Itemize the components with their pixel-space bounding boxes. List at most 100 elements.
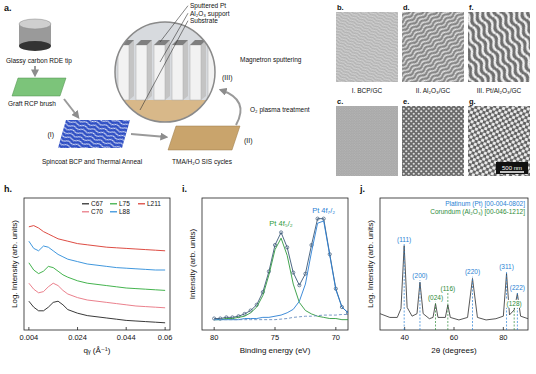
legend-swatch: [82, 203, 89, 204]
pillar-top: [172, 40, 188, 45]
x-tick-label: 75: [271, 333, 279, 342]
plot-labels: C67C70L75L88L211: [82, 200, 161, 215]
sem-image: [468, 106, 530, 176]
label-patch: [464, 268, 480, 276]
x-tick-label: 0.06: [158, 333, 173, 342]
x-tick-label: 80: [499, 333, 507, 342]
legend-label: C70: [91, 208, 103, 215]
x-tick: [503, 327, 504, 330]
plot-data: [213, 217, 348, 320]
legend-label: Corundum (Al₂O₃) [00-046-1212]: [430, 208, 525, 216]
panel-label: a.: [4, 3, 12, 13]
sem-image: [468, 12, 530, 82]
series-line: [29, 301, 165, 323]
callout-label: Substrate: [190, 17, 218, 24]
plot-frame: [380, 198, 528, 330]
series-line: [29, 283, 165, 308]
legend-swatch: [110, 203, 117, 204]
step-label: TMA/H₂O SIS cycles: [172, 158, 233, 166]
plot-frame: [202, 198, 348, 330]
step-label: Magnetron sputtering: [240, 56, 302, 64]
x-tick-label: 70: [332, 333, 340, 342]
pillar-front: [208, 45, 219, 100]
panel-label: j.: [359, 184, 365, 194]
scale-bar-patch: [496, 162, 528, 174]
data-point: [322, 217, 325, 220]
series-line: [29, 241, 165, 270]
y-axis-title: Log. Intensity (arb. units): [366, 220, 375, 308]
callout-line: [140, 21, 188, 110]
zoom-outline: [115, 22, 215, 122]
step-number: (III): [222, 74, 233, 82]
peak-label: (311): [499, 263, 514, 271]
schematic: a.Sputtered PtAl₂O₃ supportSubstrateGlas…: [4, 2, 310, 166]
data-point: [286, 246, 289, 249]
reference-line: [404, 244, 405, 330]
callout-line: [160, 13, 188, 62]
plot-data: [29, 226, 165, 323]
peak-label: (024): [428, 294, 443, 302]
series-line: [380, 246, 528, 320]
step-label: Graft RCP brush: [8, 100, 56, 107]
legend-label: L211: [147, 200, 161, 207]
pillar-front: [154, 45, 165, 100]
callout-line: [160, 6, 188, 42]
x-tick: [454, 327, 455, 330]
pillar-top: [136, 40, 152, 45]
series-line: [214, 221, 348, 320]
reference-line: [514, 308, 515, 330]
step-number: (I): [47, 131, 54, 139]
x-tick-label: 0.004: [19, 333, 38, 342]
pillar-top: [154, 40, 170, 45]
x-tick: [275, 327, 276, 330]
sem-image: [336, 106, 398, 176]
x-tick-label: 0.024: [68, 333, 87, 342]
step-label: Spincoat BCP and Thermal Anneal: [42, 158, 143, 166]
label-patch: [427, 294, 443, 302]
legend-label: Platinum (Pt) [00-004-0802]: [445, 200, 525, 208]
panel-label: f.: [469, 3, 474, 12]
legend-swatch: [138, 203, 145, 204]
pillar-side: [129, 40, 134, 100]
label-patch: [499, 263, 515, 271]
series-line: [214, 219, 348, 319]
legend-label: C67: [91, 200, 103, 207]
series-line: [29, 226, 165, 251]
y-axis-title: Log. Intensity (arb. units): [10, 220, 19, 308]
x-axis-title: qᵧ (Å⁻¹): [84, 346, 111, 355]
data-point: [316, 217, 319, 220]
process-arrow: [221, 90, 241, 125]
image-caption: II. Al₂O₃/GC: [416, 87, 451, 94]
legend-label: L88: [119, 208, 130, 215]
peak-label: (116): [440, 285, 455, 293]
legend-swatch: [110, 211, 117, 212]
scale-bar: [500, 171, 524, 173]
label-patch: [509, 284, 525, 292]
zoom-view: [115, 22, 224, 130]
panel-label: c.: [337, 97, 343, 106]
pillar-top: [208, 40, 224, 45]
x-tick: [335, 327, 336, 330]
x-tick-label: 40: [400, 333, 408, 342]
series-line: [29, 263, 165, 291]
pillar-side: [201, 40, 206, 100]
peak-annotation: Pt 4f₅/₂: [269, 219, 293, 228]
pillar-front: [190, 45, 201, 100]
process-arrow: [131, 134, 166, 137]
image-caption: III. Pt/Al₂O₃/GC: [477, 87, 522, 94]
data-point: [292, 271, 295, 274]
figure: a.Sputtered PtAl₂O₃ supportSubstrateGlas…: [0, 0, 536, 374]
x-axis-title: Binding energy (eV): [240, 346, 311, 355]
series-line: [214, 315, 348, 320]
y-axis-title: Intensity (arb. units): [188, 229, 197, 300]
electrode-top: [19, 19, 51, 29]
process-arrow: [34, 66, 36, 75]
chart: h.0.0040.0240.0440.06qᵧ (Å⁻¹)Log. Intens…: [4, 184, 172, 355]
peak-label: (222): [510, 284, 525, 292]
label-patch: [397, 236, 412, 244]
electrode-tip: [19, 41, 51, 51]
x-tick: [165, 327, 166, 330]
panel-label: e.: [403, 97, 409, 106]
reference-line: [517, 292, 518, 330]
data-point: [273, 243, 276, 246]
